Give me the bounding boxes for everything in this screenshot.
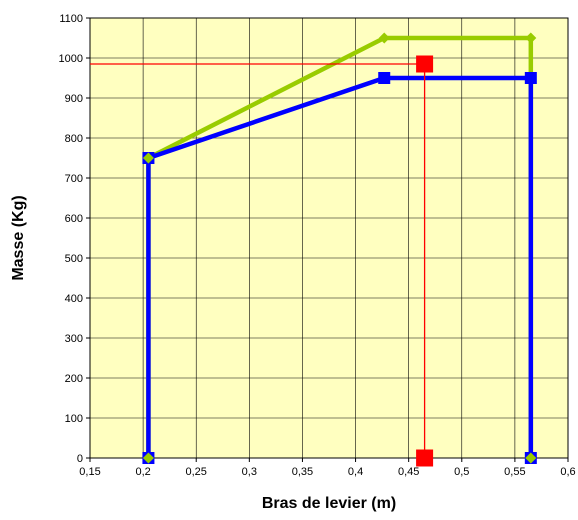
series-1-marker [142,152,154,164]
y-tick-label: 200 [65,373,83,385]
y-tick-label: 700 [65,173,83,185]
y-tick-label: 800 [65,133,83,145]
x-tick-label: 0,25 [186,466,207,478]
series-1-marker [525,32,537,44]
red-point-marker [416,55,434,73]
y-tick-label: 300 [65,333,83,345]
y-tick-label: 100 [65,413,83,425]
grid [89,17,569,459]
y-tick-label: 400 [65,293,83,305]
x-tick-label: 0,15 [79,466,100,478]
series-1-marker [378,32,390,44]
series-markers [142,32,537,464]
x-axis-ticks: 0,15 0,2 0,25 0,3 0,35 0,4 0,45 0,5 0,55 0,6 [79,458,576,478]
series-2-marker [378,72,391,84]
y-axis-ticks: 0 100 200 300 400 500 600 700 800 900 1000 1100 [59,13,90,465]
x-tick-label: 0,45 [398,466,419,478]
y-tick-label: 1000 [59,53,83,65]
plot-area [89,17,569,459]
y-tick-label: 600 [65,213,83,225]
x-tick-label: 0,3 [242,466,257,478]
y-tick-label: 900 [65,93,83,105]
series-1-marker [525,452,537,464]
x-axis-title: Bras de levier (m) [262,495,396,512]
x-tick-label: 0,5 [454,466,469,478]
x-tick-label: 0,2 [135,466,150,478]
y-tick-label: 1100 [59,13,83,25]
series-1-marker [142,452,154,464]
series-2-marker [524,72,537,84]
x-tick-label: 0,4 [348,466,363,478]
y-tick-label: 0 [77,453,83,465]
x-tick-label: 0,35 [292,466,313,478]
y-tick-label: 500 [65,253,83,265]
y-axis-title: Masse (Kg) [10,195,27,280]
red-axis-marker [416,449,434,467]
x-tick-label: 0,55 [504,466,525,478]
red-marker-group [90,55,434,467]
x-tick-label: 0,6 [560,466,575,478]
